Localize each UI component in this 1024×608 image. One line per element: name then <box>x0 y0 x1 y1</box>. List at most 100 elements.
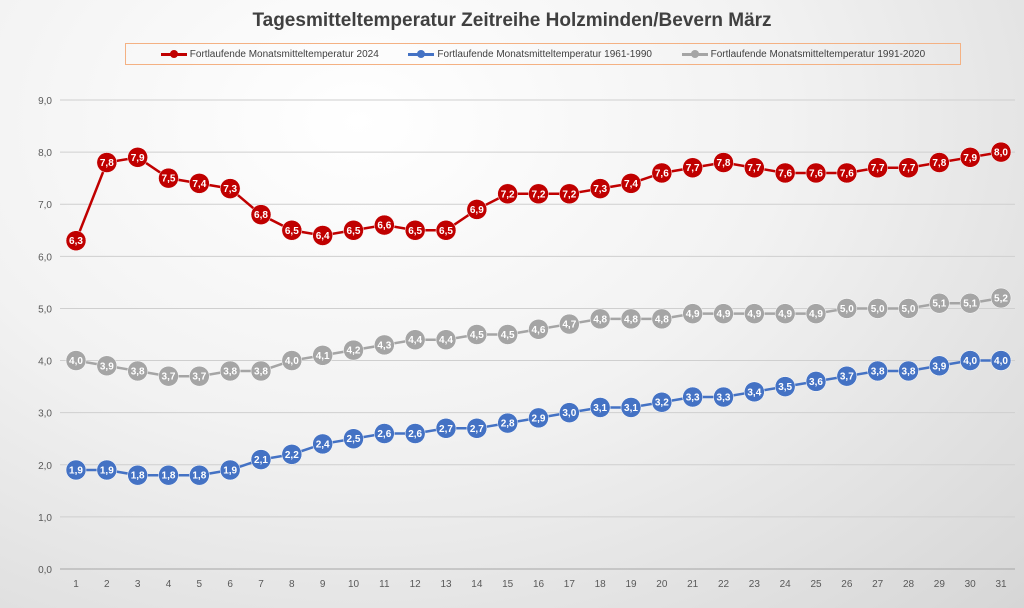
data-label: 4,6 <box>532 325 546 336</box>
data-point <box>312 225 333 246</box>
data-point <box>189 173 210 194</box>
data-label: 3,2 <box>655 398 669 409</box>
data-label: 5,0 <box>902 304 916 315</box>
data-point <box>682 303 703 324</box>
x-tick-label: 20 <box>656 579 668 590</box>
data-point <box>774 303 796 324</box>
data-label: 2,5 <box>347 434 361 445</box>
x-tick-label: 11 <box>379 579 390 590</box>
data-point <box>836 365 858 387</box>
data-label: 3,0 <box>562 408 576 419</box>
data-point <box>774 162 796 184</box>
data-point <box>374 214 395 236</box>
data-label: 7,7 <box>871 163 885 174</box>
data-label: 3,8 <box>223 366 237 377</box>
data-point <box>127 464 148 486</box>
data-label: 3,1 <box>624 403 638 414</box>
data-label: 2,1 <box>254 455 268 466</box>
data-label: 7,8 <box>717 158 731 169</box>
data-point <box>929 292 950 314</box>
data-point <box>713 152 734 173</box>
data-label: 7,9 <box>963 153 977 164</box>
data-point <box>651 391 673 413</box>
y-tick-label: 1,0 <box>38 513 52 524</box>
data-point <box>744 303 765 324</box>
data-label: 4,2 <box>347 346 361 357</box>
data-label: 6,4 <box>316 231 330 242</box>
data-point <box>189 365 210 387</box>
data-label: 4,4 <box>408 335 422 346</box>
data-point <box>713 303 734 324</box>
data-label: 7,7 <box>686 163 700 174</box>
data-label: 3,7 <box>192 372 206 383</box>
x-tick-label: 18 <box>595 579 607 590</box>
data-point <box>404 329 426 350</box>
data-label: 1,9 <box>100 465 114 476</box>
data-label: 2,6 <box>408 429 422 440</box>
data-label: 3,9 <box>932 361 946 372</box>
data-point <box>713 386 734 408</box>
data-point <box>374 334 395 356</box>
data-label: 4,0 <box>69 356 83 367</box>
data-label: 4,0 <box>285 356 299 367</box>
data-point <box>959 350 981 371</box>
data-point <box>219 360 241 382</box>
data-label: 3,3 <box>686 393 700 404</box>
data-label: 3,8 <box>254 366 268 377</box>
x-tick-label: 12 <box>410 579 422 590</box>
data-label: 3,7 <box>840 372 854 383</box>
data-label: 6,8 <box>254 210 268 221</box>
data-label: 3,8 <box>131 366 145 377</box>
data-label: 4,5 <box>501 330 515 341</box>
data-point <box>805 371 827 392</box>
data-point <box>219 178 241 199</box>
data-label: 6,5 <box>408 226 422 237</box>
data-point <box>898 157 919 178</box>
data-point <box>589 308 611 330</box>
data-point <box>898 298 919 319</box>
data-point <box>682 386 703 408</box>
data-point <box>65 230 87 251</box>
y-tick-label: 4,0 <box>38 357 52 368</box>
data-point <box>559 402 580 423</box>
data-label: 7,7 <box>902 163 916 174</box>
data-point <box>959 292 981 314</box>
data-label: 4,8 <box>624 314 638 325</box>
data-point <box>836 298 858 319</box>
data-point <box>250 449 272 470</box>
data-label: 3,9 <box>100 361 114 372</box>
data-point <box>959 147 981 168</box>
data-label: 7,3 <box>593 184 607 195</box>
data-point <box>528 407 549 429</box>
data-point <box>250 204 272 225</box>
data-point <box>805 162 827 184</box>
data-point <box>589 178 611 199</box>
data-label: 8,0 <box>994 148 1008 159</box>
x-tick-label: 24 <box>780 579 792 590</box>
legend-label: Fortlaufende Monatsmitteltemperatur 1991… <box>710 48 926 60</box>
data-point <box>374 423 395 444</box>
data-label: 1,9 <box>223 465 237 476</box>
data-label: 5,1 <box>932 299 946 310</box>
data-label: 1,8 <box>162 471 176 482</box>
data-label: 4,8 <box>655 314 669 325</box>
data-label: 1,8 <box>192 471 206 482</box>
data-point <box>158 167 179 189</box>
data-point <box>559 313 580 335</box>
data-label: 2,8 <box>501 419 515 430</box>
data-label: 4,0 <box>994 356 1008 367</box>
data-point <box>127 147 148 168</box>
data-point <box>250 360 272 382</box>
data-point <box>744 157 765 178</box>
data-point <box>898 360 919 382</box>
data-label: 3,8 <box>902 366 916 377</box>
data-point <box>682 157 703 178</box>
data-label: 7,2 <box>501 189 515 200</box>
data-label: 4,9 <box>809 309 823 320</box>
legend-item-1961-1990: Fortlaufende Monatsmitteltemperatur 1961… <box>408 49 652 60</box>
data-point <box>65 459 87 481</box>
data-label: 7,2 <box>562 189 576 200</box>
data-label: 7,6 <box>655 168 669 179</box>
data-point <box>990 350 1012 371</box>
